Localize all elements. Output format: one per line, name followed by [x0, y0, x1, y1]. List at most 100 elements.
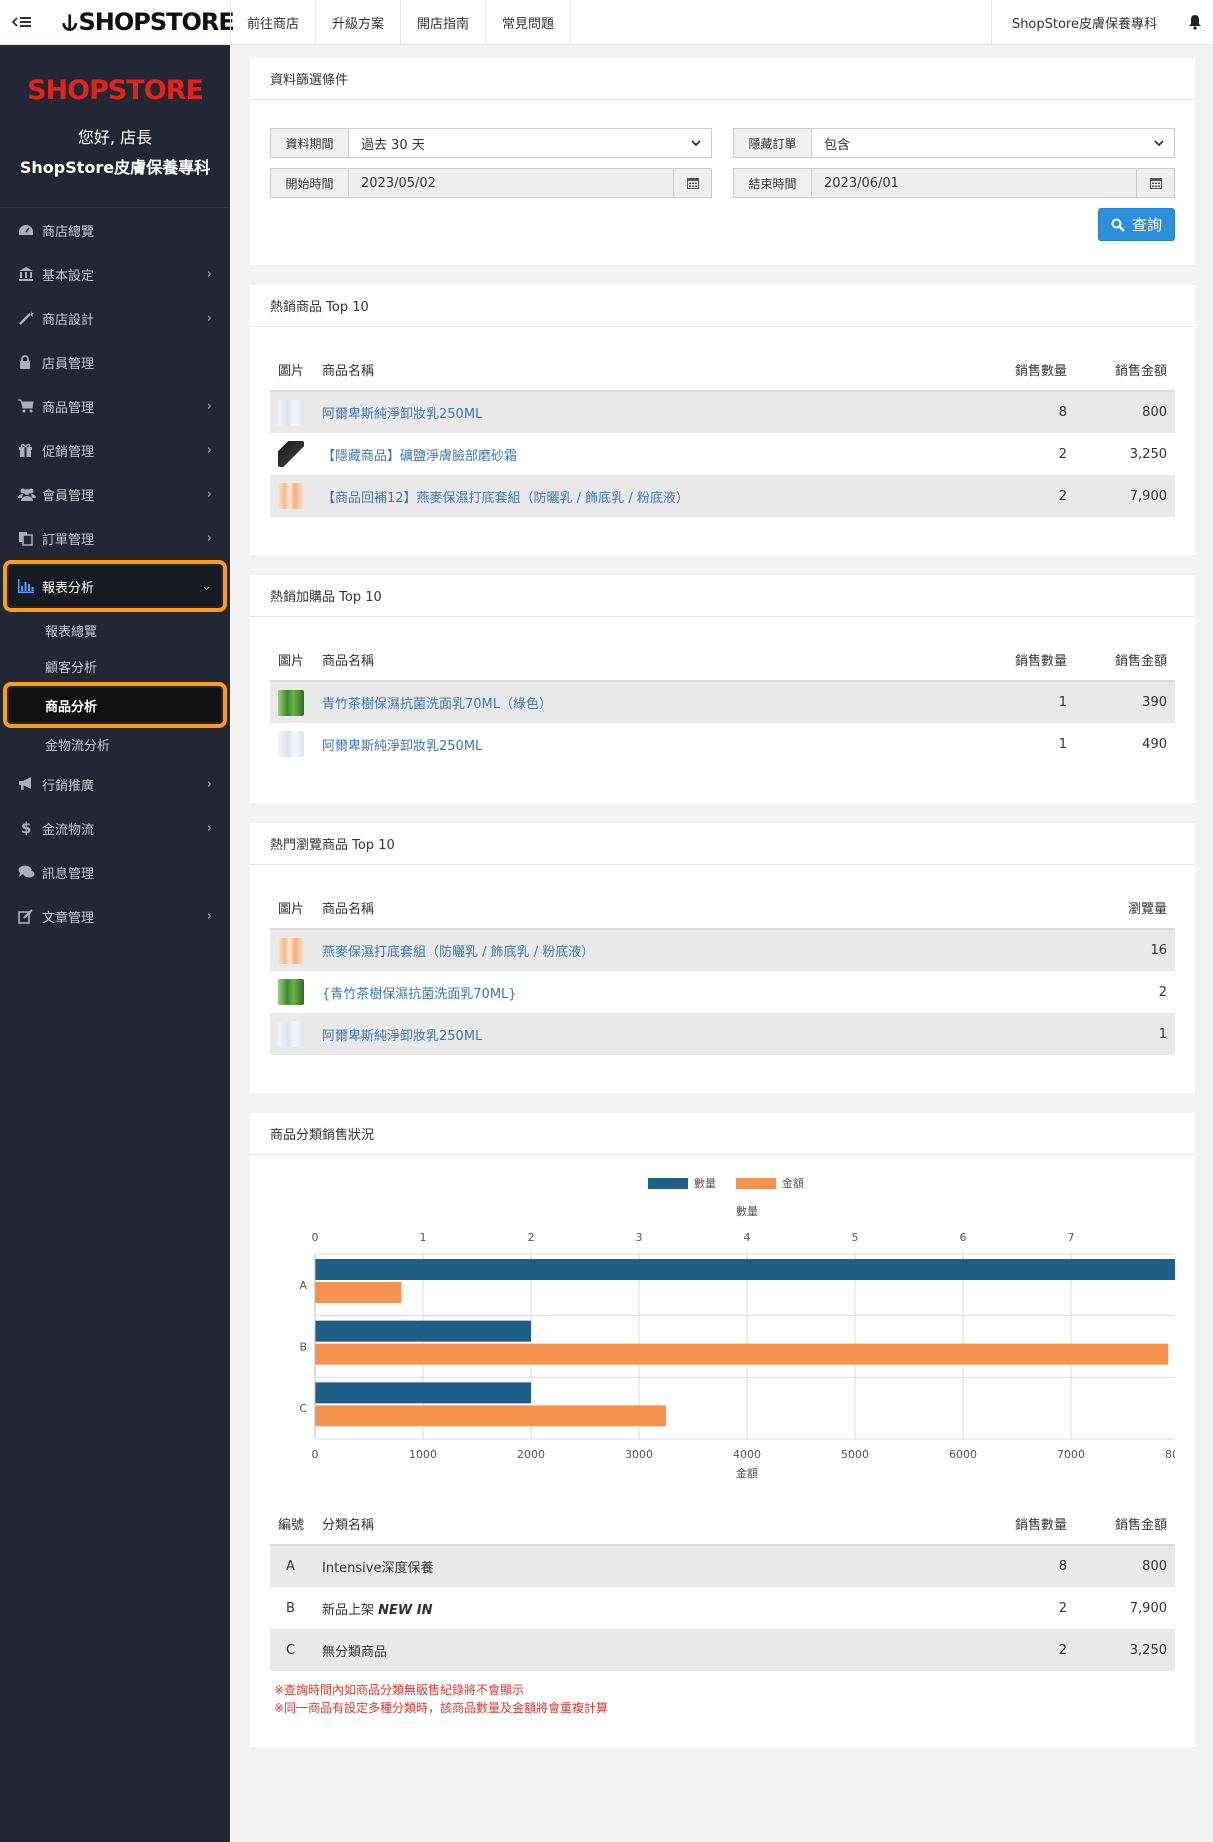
bottom-tick-label: 3000	[625, 1448, 653, 1461]
col-name: 商品名稱	[314, 887, 1075, 930]
sidebar-toggle-button[interactable]	[0, 0, 44, 45]
category-label: A	[299, 1279, 307, 1292]
sidebar-item-staff[interactable]: 店員管理	[0, 340, 230, 384]
product-name-link[interactable]: 阿爾卑斯純淨卸妝乳250ML	[314, 1013, 1075, 1055]
legend-swatch	[648, 1178, 688, 1189]
product-name-link[interactable]: 阿爾卑斯純淨卸妝乳250ML	[322, 738, 483, 754]
sidebar-subitem-report-overview[interactable]: 報表總覽	[45, 624, 98, 640]
col-amount: 銷售金額	[1075, 639, 1175, 682]
period-value: 過去 30 天	[361, 137, 425, 153]
notification-button[interactable]	[1177, 0, 1213, 45]
sidebar-item-reports[interactable]: 報表分析 ⌄	[3, 560, 227, 612]
category-id: C	[270, 1629, 314, 1671]
hot-products-panel: 熱銷商品 Top 10 圖片 商品名稱 銷售數量 銷售金額 阿爾卑斯純淨卸妝乳2…	[250, 285, 1195, 555]
col-image: 圖片	[270, 639, 314, 682]
qty-cell: 8	[965, 391, 1075, 433]
product-name-link[interactable]: 阿爾卑斯純淨卸妝乳250ML	[314, 391, 965, 433]
product-name-link[interactable]: 青竹茶樹保濕抗菌洗面乳70ML（綠色）	[314, 681, 965, 723]
sidebar-item-payment-logistics[interactable]: $ 金流物流 ›	[0, 806, 230, 850]
hot-products-table: 圖片 商品名稱 銷售數量 銷售金額 阿爾卑斯純淨卸妝乳250ML 8 800 【…	[270, 349, 1175, 517]
sidebar-item-label: 店員管理	[42, 356, 95, 372]
product-thumbnail[interactable]	[278, 483, 304, 509]
bottom-tick-label: 7000	[1057, 1448, 1085, 1461]
store-name-link[interactable]: ShopStore皮膚保養專科	[990, 0, 1177, 45]
bell-icon	[1189, 15, 1201, 30]
chevron-right-icon: ›	[206, 486, 212, 502]
category-sales-title: 商品分類銷售狀況	[250, 1113, 1195, 1155]
bar-quantity	[315, 1320, 531, 1342]
product-name-link[interactable]: 【隱藏商品】礦鹽淨膚臉部磨砂霜	[322, 448, 518, 464]
nav-faq[interactable]: 常見問題	[485, 0, 572, 45]
start-date-field[interactable]: 開始時間 2023/05/02	[270, 168, 712, 198]
product-name-link[interactable]: {青竹茶樹保濕抗菌洗面乳70ML}	[322, 986, 517, 1002]
col-views: 瀏覽量	[1075, 887, 1175, 930]
sidebar-menu: 商店總覽 基本設定 › 商店設計 › 店員管理 商品管理 › 促銷管理 ›	[0, 208, 230, 938]
bar-quantity	[315, 1259, 1179, 1280]
product-thumbnail[interactable]	[278, 937, 304, 964]
period-select[interactable]: 資料期間 過去 30 天	[270, 128, 712, 158]
calendar-button[interactable]	[673, 169, 711, 197]
addon-products-title: 熱銷加購品 Top 10	[250, 575, 1195, 617]
sidebar-subitem-product-analysis[interactable]: 商品分析	[3, 682, 227, 728]
table-row: 燕麥保濕打底套組（防曬乳 / 飾底乳 / 粉底液） 16	[270, 929, 1175, 971]
sidebar-item-promotions[interactable]: 促銷管理 ›	[0, 428, 230, 472]
sidebar-item-store-design[interactable]: 商店設計 ›	[0, 296, 230, 340]
product-thumbnail[interactable]	[278, 399, 304, 426]
qty-cell: 2	[1058, 1600, 1067, 1616]
nav-upgrade[interactable]: 升級方案	[315, 0, 400, 45]
sidebar-item-orders[interactable]: 訂單管理 ›	[0, 516, 230, 560]
note-line: ※同一商品有設定多種分類時，該商品數量及金額將會重複計算	[274, 1701, 609, 1715]
table-row: 阿爾卑斯純淨卸妝乳250ML 1	[270, 1013, 1175, 1055]
product-thumbnail[interactable]	[278, 1021, 304, 1047]
main-content: 資料篩選條件 資料期間 過去 30 天 隱藏訂單 包含 開始時間 2023/05…	[250, 58, 1195, 1767]
table-row: C 無分類商品 2 3,250	[270, 1629, 1175, 1671]
query-button-label: 查詢	[1131, 216, 1162, 234]
sidebar-store-name: ShopStore皮膚保養專科	[19, 157, 211, 177]
product-name-link[interactable]: 燕麥保濕打底套組（防曬乳 / 飾底乳 / 粉底液）	[314, 929, 1075, 971]
sidebar-item-label: 訂單管理	[42, 532, 95, 548]
qty-cell: 2	[1058, 446, 1067, 462]
calendar-button[interactable]	[1136, 169, 1174, 197]
hidden-orders-value: 包含	[824, 137, 851, 153]
product-thumbnail[interactable]	[278, 731, 304, 757]
sidebar-item-marketing[interactable]: 行銷推廣 ›	[0, 762, 230, 806]
sidebar-item-overview[interactable]: 商店總覽	[0, 208, 230, 252]
col-qty: 銷售數量	[965, 349, 1075, 392]
chevron-down-icon	[1154, 136, 1164, 151]
amount-cell: 7,900	[1075, 475, 1175, 517]
qty-cell: 2	[965, 1629, 1075, 1671]
sidebar-item-products[interactable]: 商品管理 ›	[0, 384, 230, 428]
category-name-text: 無分類商品	[322, 1644, 388, 1660]
brand-logo[interactable]: ⫝ SHOPSTORE	[44, 0, 235, 45]
sidebar-item-basic-settings[interactable]: 基本設定 ›	[0, 252, 230, 296]
category-label: C	[299, 1402, 307, 1415]
top-axis-title: 數量	[736, 1205, 758, 1218]
hidden-orders-select[interactable]: 隱藏訂單 包含	[733, 128, 1175, 158]
chevron-right-icon: ›	[206, 310, 212, 326]
product-thumbnail[interactable]	[278, 689, 304, 716]
category-name-text: 新品上架	[322, 1602, 379, 1618]
product-name-link[interactable]: 【商品回補12】燕麥保濕打底套組（防曬乳 / 飾底乳 / 粉底液）	[314, 475, 965, 517]
amount-cell: 3,250	[1129, 446, 1167, 462]
nav-guide[interactable]: 開店指南	[400, 0, 485, 45]
views-cell: 16	[1075, 929, 1175, 971]
product-thumbnail[interactable]	[278, 441, 304, 467]
col-category-name: 分類名稱	[314, 1503, 965, 1546]
product-thumbnail[interactable]	[278, 979, 304, 1005]
end-date-field[interactable]: 結束時間 2023/06/01	[733, 168, 1175, 198]
qty-cell: 1	[1058, 736, 1067, 752]
sidebar-item-messages[interactable]: 訊息管理	[0, 850, 230, 894]
sidebar-item-articles[interactable]: 文章管理 ›	[0, 894, 230, 938]
query-button[interactable]: 查詢	[1097, 208, 1175, 241]
sidebar-subitem-payment-logistics-analysis[interactable]: 金物流分析	[45, 738, 111, 754]
sidebar-item-members[interactable]: 會員管理 ›	[0, 472, 230, 516]
logo-mark-icon: ⫝	[62, 6, 77, 37]
nav-go-store[interactable]: 前往商店	[230, 0, 315, 45]
sidebar-subitem-customer-analysis[interactable]: 顧客分析	[45, 660, 98, 676]
bottom-tick-label: 2000	[517, 1448, 545, 1461]
table-row: 【商品回補12】燕麥保濕打底套組（防曬乳 / 飾底乳 / 粉底液） 2 7,90…	[270, 475, 1175, 517]
bottom-tick-label: 0	[312, 1448, 319, 1461]
sidebar-item-label: 促銷管理	[42, 444, 95, 460]
bottom-tick-label: 1000	[409, 1448, 437, 1461]
table-row: {青竹茶樹保濕抗菌洗面乳70ML} 2	[270, 971, 1175, 1013]
